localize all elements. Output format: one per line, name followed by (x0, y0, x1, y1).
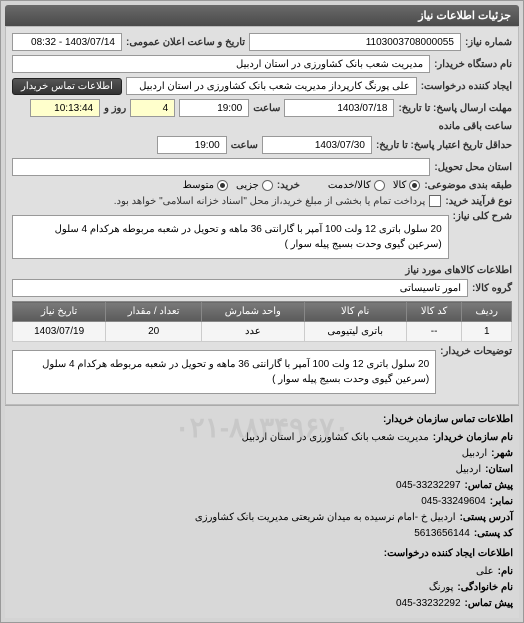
contact-title-1: اطلاعات تماس سازمان خریدار: (11, 412, 513, 428)
datetime-label: تاریخ و ساعت اعلان عمومی: (126, 37, 245, 48)
validity-label: حداقل تاریخ اعتبار پاسخ: تا تاریخ: (376, 140, 512, 151)
time-label-2: ساعت (231, 140, 258, 151)
main-desc-label: شرح کلی نیاز: (453, 211, 512, 222)
weight-radio-1[interactable]: جزیی (236, 180, 273, 191)
goods-section-title: اطلاعات کالاهای مورد نیاز (12, 265, 512, 276)
w-opt2-label: جزیی (236, 180, 259, 191)
postal-label: کد پستی: (474, 526, 513, 542)
col-2: نام کالا (304, 302, 406, 322)
phone2-label: پیش تماس: (465, 596, 513, 612)
group-field: امور تاسیساتی (12, 279, 468, 297)
radio-icon (217, 180, 228, 191)
family-value: پورنگ (429, 580, 454, 596)
org-label: نام سازمان خریدار: (433, 430, 513, 446)
delivery-label: استان محل تحویل: (434, 162, 512, 173)
buyer-note-label: توضیحات خریدار: (440, 346, 512, 357)
delivery-field (12, 158, 430, 176)
time-label-1: ساعت (253, 103, 280, 114)
requester-label: ایجاد کننده درخواست: (421, 81, 512, 92)
request-no-label: شماره نیاز: (465, 37, 512, 48)
cell: 1403/07/19 (13, 322, 106, 342)
deadline-send-time: 19:00 (179, 99, 249, 117)
family-label: نام خانوادگی: (457, 580, 513, 596)
cell: 20 (106, 322, 202, 342)
org-value: مدیریت شعب بانک کشاورزی در استان اردبیل (242, 430, 429, 446)
main-desc-box: 20 سلول باتری 12 ولت 100 آمپر با گارانتی… (12, 215, 449, 259)
cell: -- (406, 322, 462, 342)
datetime-field: 1403/07/14 - 08:32 (12, 33, 122, 51)
request-no-field: 1103003708000055 (249, 33, 461, 51)
province-value: اردبیل (456, 462, 481, 478)
process-checkbox[interactable] (429, 195, 441, 207)
deadline-send-date: 1403/07/18 (284, 99, 394, 117)
process-label: نوع فرآیند خرید: (445, 196, 512, 207)
phone-value: 045-33232297 (396, 478, 461, 494)
buyer-note-box: 20 سلول باتری 12 ولت 100 آمپر با گارانتی… (12, 350, 436, 394)
phone-label: پیش تماس: (465, 478, 513, 494)
group-label: گروه کالا: (472, 283, 512, 294)
pkg-radio-2[interactable]: کالا/خدمت (328, 180, 385, 191)
weight-radio-2[interactable]: متوسط (183, 180, 228, 191)
city-label: شهر: (491, 446, 513, 462)
province-label: استان: (485, 462, 513, 478)
city-value: اردبیل (462, 446, 487, 462)
pkg-radio-1[interactable]: کالا (393, 180, 421, 191)
cell: 1 (462, 322, 512, 342)
deadline-send-label: مهلت ارسال پاسخ: تا تاریخ: (398, 103, 512, 114)
col-5: تاریخ نیاز (13, 302, 106, 322)
weight-label: خرید: (277, 180, 300, 191)
col-0: ردیف (462, 302, 512, 322)
form-section: شماره نیاز: 1103003708000055 تاریخ و ساع… (5, 26, 519, 405)
contact-buyer-button[interactable]: اطلاعات تماس خریدار (12, 78, 122, 95)
table-header-row: ردیف کد کالا نام کالا واحد شمارش تعداد /… (13, 302, 512, 322)
remaining-time: 10:13:44 (30, 99, 100, 117)
remaining-suffix: ساعت باقی مانده (439, 121, 512, 132)
contact-title-2: اطلاعات ایجاد کننده درخواست: (11, 546, 513, 562)
w-opt1-label: متوسط (183, 180, 214, 191)
col-1: کد کالا (406, 302, 462, 322)
fax-label: نمابر: (490, 494, 513, 510)
phone2-value: 045-33232292 (396, 596, 461, 612)
radio-icon (409, 180, 420, 191)
address-label: آدرس پستی: (460, 510, 513, 526)
weight-radio-group: جزیی متوسط (183, 180, 273, 191)
goods-table: ردیف کد کالا نام کالا واحد شمارش تعداد /… (12, 301, 512, 342)
package-label: طبقه بندی موضوعی: (424, 180, 512, 191)
cell: باتری لیتیومی (304, 322, 406, 342)
package-radio-group: کالا کالا/خدمت (328, 180, 420, 191)
cell: عدد (202, 322, 305, 342)
pkg-opt2-label: کالا/خدمت (328, 180, 371, 191)
postal-value: 5613656144 (414, 526, 470, 542)
days-and-label: روز و (104, 103, 126, 114)
name-label: نام: (498, 564, 513, 580)
table-row: 1 -- باتری لیتیومی عدد 20 1403/07/19 (13, 322, 512, 342)
buyer-org-label: نام دستگاه خریدار: (434, 59, 512, 70)
remaining-days: 4 (130, 99, 175, 117)
name-value: علی (476, 564, 494, 580)
radio-icon (262, 180, 273, 191)
panel-header: جزئیات اطلاعات نیاز (5, 5, 519, 26)
buyer-org-field: مدیریت شعب بانک کشاورزی در استان اردبیل (12, 55, 430, 73)
radio-icon (374, 180, 385, 191)
process-desc: پرداخت تمام یا بخشی از مبلغ خرید،از محل … (114, 196, 426, 207)
validity-time: 19:00 (157, 136, 227, 154)
panel-title: جزئیات اطلاعات نیاز (418, 10, 511, 22)
validity-date: 1403/07/30 (262, 136, 372, 154)
pkg-opt1-label: کالا (393, 180, 407, 191)
requester-field: علی پورنگ کارپرداز مدیریت شعب بانک کشاور… (126, 77, 417, 95)
col-3: واحد شمارش (202, 302, 305, 322)
fax-value: 045-33249604 (421, 494, 486, 510)
contact-section: اطلاعات تماس سازمان خریدار: نام سازمان خ… (5, 405, 519, 618)
col-4: تعداد / مقدار (106, 302, 202, 322)
address-value: اردبیل خ -امام نرسیده به میدان شریعتی مد… (195, 510, 456, 526)
